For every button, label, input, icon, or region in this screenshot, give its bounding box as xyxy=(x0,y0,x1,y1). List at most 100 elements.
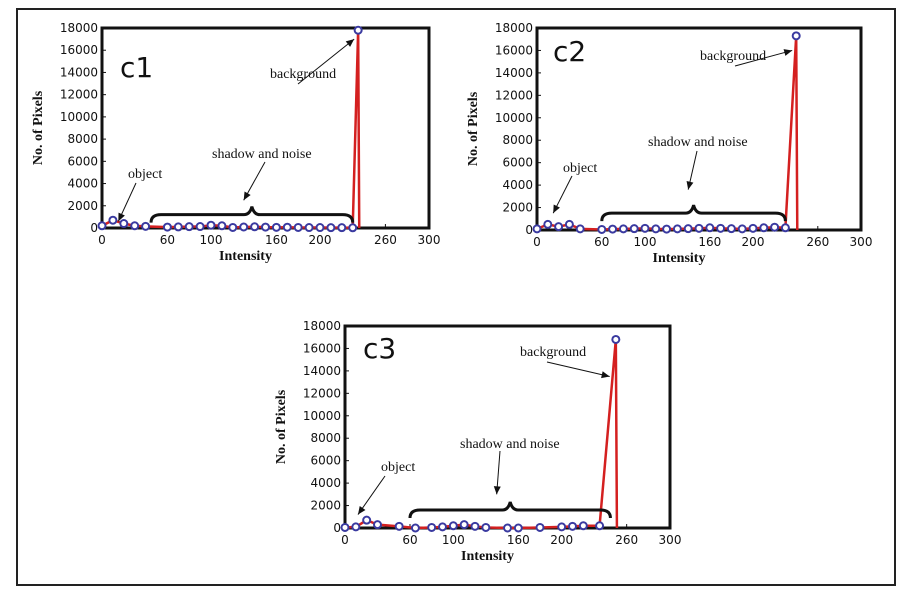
x-tick-label: 160 xyxy=(265,233,288,247)
data-point xyxy=(108,215,118,225)
x-tick-label: 0 xyxy=(533,235,541,249)
arrow-head xyxy=(783,49,793,56)
y-tick-label: 8000 xyxy=(67,132,98,146)
y-tick-label: 4000 xyxy=(310,476,341,490)
y-tick-label: 8000 xyxy=(502,133,533,147)
annotation-label: background xyxy=(270,67,336,82)
series-line xyxy=(344,339,619,530)
data-point xyxy=(694,223,704,233)
data-point xyxy=(651,224,661,234)
x-tick-label: 160 xyxy=(698,235,721,249)
chart-c1: 0200040006000800010000120001400016000180… xyxy=(31,21,441,264)
data-point xyxy=(640,223,650,233)
data-point xyxy=(141,221,151,231)
x-tick-label: 200 xyxy=(742,235,765,249)
y-axis-label: No. of Pixels xyxy=(274,389,289,464)
data-point xyxy=(568,521,577,531)
data-point xyxy=(337,223,347,233)
arrow-head xyxy=(118,212,125,222)
data-point xyxy=(353,25,363,35)
data-point xyxy=(394,521,404,531)
annotation-label: object xyxy=(381,460,415,475)
x-tick-label: 100 xyxy=(634,235,657,249)
x-tick-label: 100 xyxy=(442,533,465,547)
data-point xyxy=(195,222,205,232)
data-point xyxy=(557,522,567,532)
data-point xyxy=(261,222,270,232)
data-point xyxy=(173,222,183,232)
brace-shadow-noise xyxy=(408,501,612,519)
data-point xyxy=(130,221,140,231)
annotation-label: background xyxy=(700,49,766,64)
data-point xyxy=(271,222,281,232)
data-point xyxy=(340,522,350,532)
y-tick-label: 18000 xyxy=(495,21,533,35)
x-axis-label: Intensity xyxy=(653,251,706,266)
y-tick-label: 6000 xyxy=(67,154,98,168)
annotation-label: shadow and noise xyxy=(460,437,560,452)
data-point xyxy=(672,224,682,234)
annotation-label: object xyxy=(563,161,597,176)
panel-label: c1 xyxy=(120,51,153,84)
data-point xyxy=(351,522,361,532)
annotation-arrow xyxy=(734,49,793,67)
data-point xyxy=(470,521,480,531)
data-point xyxy=(239,222,249,232)
data-point xyxy=(373,520,382,530)
x-tick-label: 60 xyxy=(402,533,417,547)
data-point xyxy=(726,224,736,234)
data-point xyxy=(448,521,458,531)
x-tick-label: 300 xyxy=(850,235,873,249)
y-tick-label: 14000 xyxy=(303,364,341,378)
x-tick-label: 300 xyxy=(659,533,682,547)
figure-frame xyxy=(16,8,896,586)
data-point xyxy=(315,223,325,233)
x-tick-label: 160 xyxy=(507,533,530,547)
data-point xyxy=(97,221,107,231)
data-point xyxy=(184,222,194,232)
arrow-head xyxy=(493,486,501,495)
data-point xyxy=(578,521,588,531)
x-tick-label: 60 xyxy=(160,233,175,247)
y-tick-label: 12000 xyxy=(303,386,341,400)
y-tick-label: 16000 xyxy=(495,43,533,57)
data-point xyxy=(459,520,469,530)
x-tick-label: 260 xyxy=(806,235,829,249)
data-point xyxy=(608,224,618,234)
arrow-head xyxy=(243,191,251,201)
data-point xyxy=(217,221,227,231)
data-point xyxy=(770,222,780,232)
data-point xyxy=(535,522,545,532)
brace-shadow-noise xyxy=(149,206,355,223)
data-point xyxy=(575,224,585,234)
arrow-head xyxy=(601,371,610,379)
y-tick-label: 4000 xyxy=(502,178,533,192)
panel-label: c2 xyxy=(553,35,586,68)
y-tick-label: 6000 xyxy=(310,454,341,468)
y-tick-label: 0 xyxy=(90,221,98,235)
annotation-label: background xyxy=(520,345,586,360)
annotation-arrow xyxy=(297,38,355,85)
data-point xyxy=(362,515,372,525)
data-point xyxy=(503,523,512,533)
data-point xyxy=(618,224,628,234)
data-point xyxy=(543,219,553,229)
data-point xyxy=(438,522,447,532)
data-point xyxy=(119,219,129,229)
data-point xyxy=(564,219,574,229)
y-tick-label: 12000 xyxy=(495,88,533,102)
data-point xyxy=(304,223,314,233)
data-point xyxy=(683,224,693,234)
chart-c2: 0200040006000800010000120001400016000180… xyxy=(466,21,873,266)
data-point xyxy=(705,223,715,233)
x-tick-label: 300 xyxy=(418,233,441,247)
x-tick-label: 200 xyxy=(550,533,573,547)
y-tick-label: 10000 xyxy=(495,111,533,125)
x-tick-label: 260 xyxy=(374,233,397,247)
data-point xyxy=(532,224,542,234)
arrow-head xyxy=(553,204,560,214)
y-tick-label: 0 xyxy=(333,521,341,535)
data-point xyxy=(326,223,336,233)
y-tick-label: 4000 xyxy=(67,177,98,191)
data-point xyxy=(293,222,303,232)
